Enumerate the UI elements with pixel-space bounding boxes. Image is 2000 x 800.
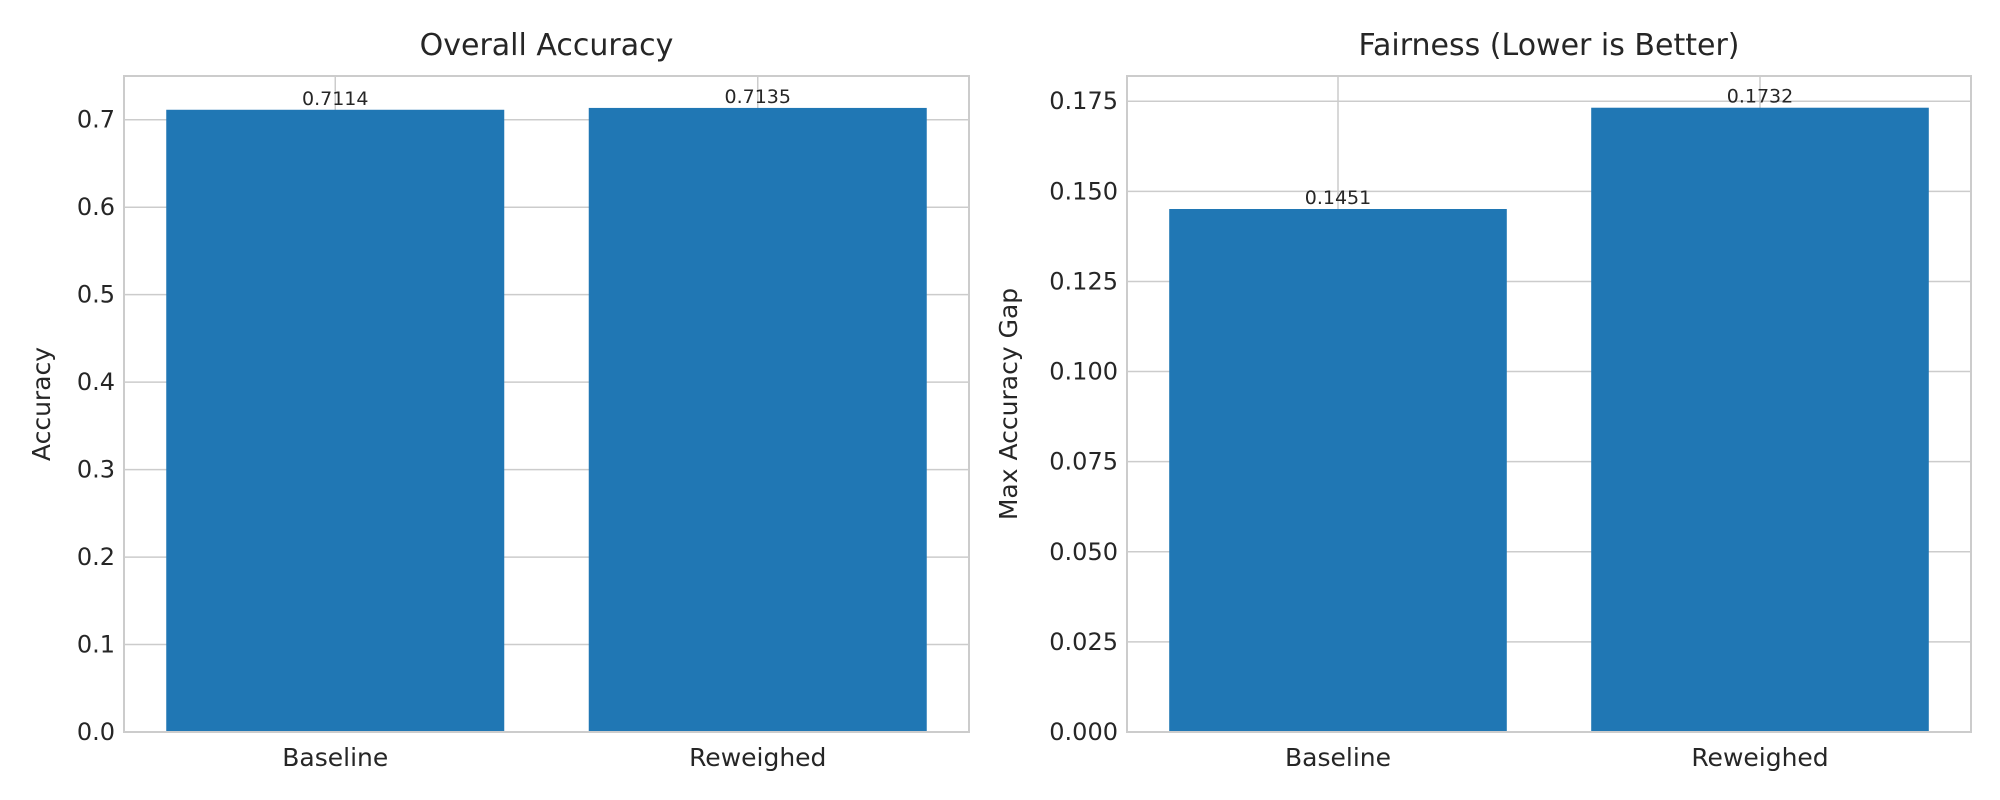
x-tick-label: Baseline <box>282 743 388 772</box>
x-tick-label: Baseline <box>1285 743 1391 772</box>
bar-reweighed <box>1591 107 1929 732</box>
y-tick-label: 0.2 <box>77 543 115 571</box>
y-tick-label: 0.075 <box>1049 448 1118 476</box>
y-tick-label: 0.000 <box>1049 718 1118 746</box>
y-tick-label: 0.6 <box>77 193 115 221</box>
y-tick-label: 0.100 <box>1049 358 1118 386</box>
y-axis-label: Max Accuracy Gap <box>994 288 1023 520</box>
axes-frame <box>123 75 970 733</box>
bar-value-label: 0.7135 <box>725 86 791 108</box>
y-tick-label: 0.7 <box>77 106 115 134</box>
y-tick-label: 0.3 <box>77 456 115 484</box>
y-tick-label: 0.125 <box>1049 267 1118 295</box>
y-axis-label: Accuracy <box>27 347 56 461</box>
y-tick-label: 0.150 <box>1049 177 1118 205</box>
accuracy-chart-panel: 0.7114 0.7135 0.0 0.1 0.2 0.3 0.4 0.5 0.6 0.7 Base… <box>27 28 970 772</box>
chart-title: Fairness (Lower is Better) <box>1359 28 1740 63</box>
y-tick-label: 0.025 <box>1049 628 1118 656</box>
y-tick-label: 0.1 <box>77 631 115 659</box>
x-tick-label: Reweighed <box>689 743 826 772</box>
bar-reweighed <box>588 107 927 732</box>
x-tick-label: Reweighed <box>1691 743 1828 772</box>
bar-value-label: 0.1451 <box>1305 187 1371 209</box>
bar-baseline <box>166 109 505 732</box>
y-tick-label: 0.4 <box>77 368 115 396</box>
fairness-chart-panel: 0.1451 0.1732 0.000 0.025 0.050 0.075 0.100 0.1… <box>994 28 1972 772</box>
y-tick-label: 0.5 <box>77 281 115 309</box>
bar-value-label: 0.7114 <box>302 88 368 110</box>
y-tick-label: 0.0 <box>77 718 115 746</box>
y-tick-label: 0.175 <box>1049 87 1118 115</box>
chart-title: Overall Accuracy <box>420 28 674 63</box>
axes-frame <box>1126 75 1972 733</box>
bar-value-label: 0.1732 <box>1727 86 1793 108</box>
bar-baseline <box>1169 209 1507 732</box>
y-tick-label: 0.050 <box>1049 538 1118 566</box>
